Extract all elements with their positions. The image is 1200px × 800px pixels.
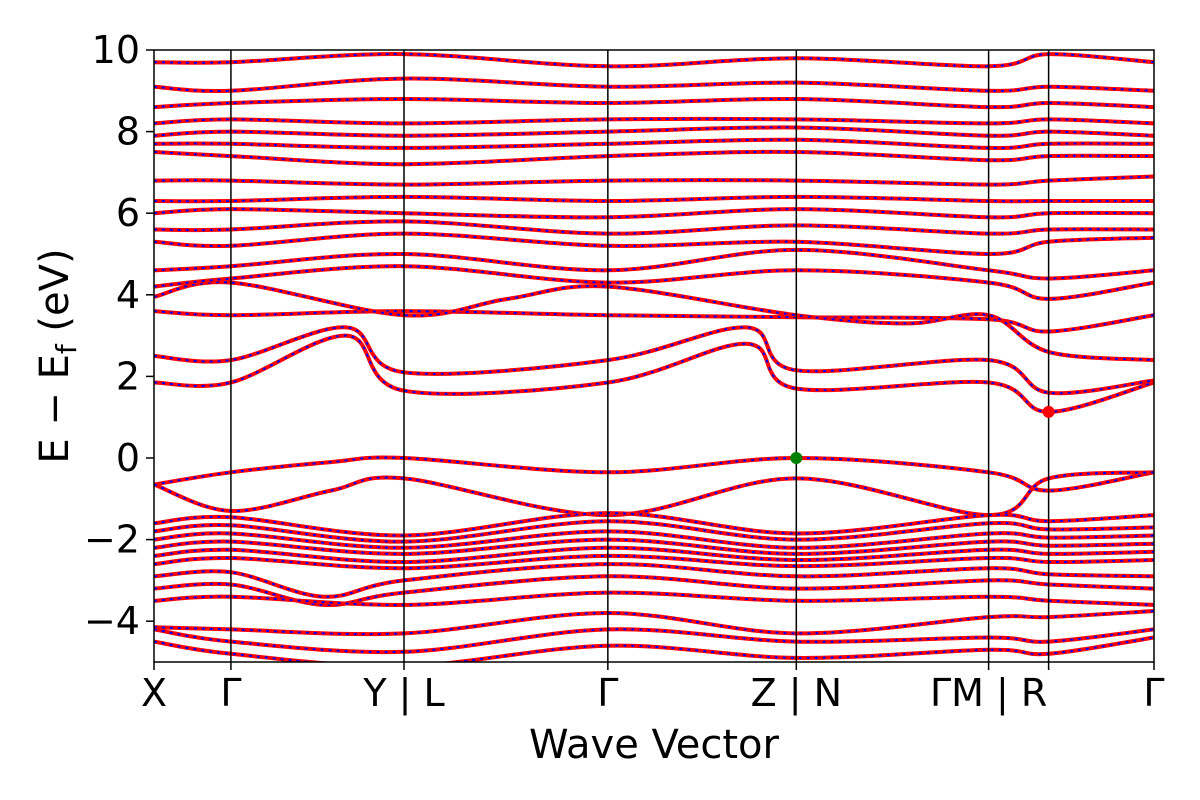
band-spin-down-6 [154, 546, 1154, 564]
band-spin-down-22 [154, 208, 1154, 219]
x-tick-label-2: Y | L [362, 671, 444, 716]
band-spin-up-26 [154, 137, 1154, 150]
y-axis-title: E − Ef (eV) [32, 248, 83, 463]
x-axis-title: Wave Vector [529, 722, 780, 768]
cbm-marker [1042, 405, 1055, 418]
band-spin-down-29 [154, 97, 1154, 109]
y-tick-label-1: −2 [84, 518, 140, 562]
band-spin-up-7 [154, 553, 1154, 571]
x-tick-label-7: Γ [1143, 671, 1164, 715]
y-axis-title-sub: f [50, 343, 83, 354]
band-spin-up-31 [154, 52, 1154, 69]
band-spin-up-24 [154, 174, 1154, 187]
band-spin-down-3 [154, 520, 1154, 543]
band-spin-up-14 [154, 333, 1154, 414]
band-spin-down-12 [154, 628, 1154, 654]
y-tick-label-7: 10 [92, 28, 140, 72]
band-spin-up-22 [154, 207, 1154, 220]
band-spin-up-0 [154, 455, 1154, 493]
band-spin-down-24 [154, 175, 1154, 186]
bands-layer [154, 52, 1154, 662]
y-tick-label-5: 6 [116, 191, 140, 235]
band-spin-down-2 [154, 512, 1154, 537]
y-tick-label-4: 4 [116, 273, 140, 317]
x-tick-label-3: Γ [597, 671, 618, 715]
band-spin-down-16 [154, 310, 1154, 333]
band-spin-up-27 [154, 125, 1154, 138]
band-spin-up-17 [154, 280, 1154, 363]
band-spin-down-15 [154, 326, 1154, 395]
y-axis-title-unit: (eV) [32, 248, 78, 331]
x-axis-ticks: X Γ Y | L Γ Z | N ΓM | R Γ [141, 662, 1165, 716]
x-tick-label-4: Z | N [751, 671, 842, 716]
band-spin-up-21 [154, 219, 1154, 236]
x-tick-label-5: ΓM | R [930, 671, 1047, 716]
extrema-markers [790, 405, 1055, 464]
band-spin-down-1 [154, 471, 1154, 517]
x-tick-label-1: Γ [220, 671, 241, 715]
band-spin-up-29 [154, 96, 1154, 110]
band-spin-down-30 [154, 77, 1154, 93]
band-spin-down-31 [154, 53, 1154, 68]
y-axis-title-gap [32, 332, 78, 345]
vbm-marker [790, 452, 803, 464]
y-tick-label-3: 2 [116, 354, 140, 398]
band-spin-down-5 [154, 538, 1154, 555]
band-spin-up-30 [154, 76, 1154, 94]
band-spin-down-18 [154, 265, 1154, 300]
band-spin-down-4 [154, 530, 1154, 549]
band-spin-down-23 [154, 195, 1154, 203]
band-spin-up-1 [154, 470, 1154, 518]
y-axis-title-main: E − E [32, 354, 78, 464]
band-spin-down-8 [154, 563, 1154, 598]
kpoint-separators [230, 50, 1050, 662]
band-spin-down-9 [154, 575, 1154, 607]
band-spin-down-21 [154, 220, 1154, 235]
band-spin-up-25 [154, 149, 1154, 167]
band-spin-down-28 [154, 117, 1154, 125]
band-spin-down-11 [154, 610, 1154, 636]
band-spin-down-14 [154, 334, 1154, 413]
band-spin-down-27 [154, 126, 1154, 137]
band-spin-down-13 [154, 636, 1154, 662]
band-spin-down-19 [154, 248, 1154, 280]
band-spin-down-26 [154, 138, 1154, 149]
y-tick-label-6: 8 [116, 110, 140, 154]
band-spin-down-10 [154, 591, 1154, 606]
y-axis-ticks: −4 −2 0 2 4 6 8 10 [84, 28, 154, 643]
band-spin-down-20 [154, 232, 1154, 256]
x-tick-label-0: X [141, 671, 167, 715]
plot-frame [153, 49, 1155, 663]
band-spin-up-20 [154, 231, 1154, 257]
y-tick-label-2: 0 [116, 436, 140, 480]
band-spin-down-25 [154, 150, 1154, 166]
y-tick-label-0: −4 [84, 599, 140, 643]
